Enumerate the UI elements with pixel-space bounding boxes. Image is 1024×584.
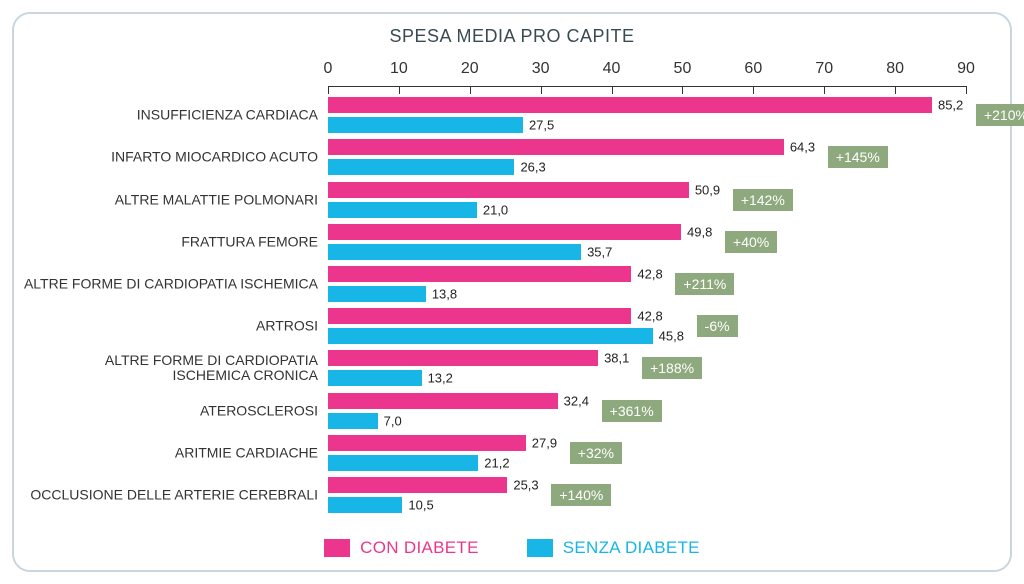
bar-senza-diabete (328, 202, 477, 218)
bar-senza-diabete (328, 117, 523, 133)
bar-senza-diabete (328, 328, 653, 344)
category-label: ALTRE FORME DI CARDIOPATIAISCHEMICA CRON… (18, 353, 318, 383)
x-tick (328, 86, 329, 94)
category-label: ALTRE FORME DI CARDIOPATIA ISCHEMICA (18, 276, 318, 291)
x-tick-label: 40 (603, 60, 621, 78)
bar-con-diabete (328, 350, 598, 366)
value-label-con: 49,8 (687, 224, 712, 239)
value-label-senza: 35,7 (587, 244, 612, 259)
x-tick (824, 86, 825, 94)
percent-difference-box: +211% (675, 273, 734, 295)
legend-label-con-diabete: CON DIABETE (360, 538, 479, 558)
percent-difference-box: +210% (976, 104, 1024, 126)
value-label-senza: 21,0 (483, 202, 508, 217)
percent-difference-box: +140% (551, 484, 611, 506)
value-label-con: 32,4 (564, 393, 589, 408)
x-tick-label: 0 (324, 60, 333, 78)
x-tick (612, 86, 613, 94)
value-label-con: 25,3 (513, 477, 538, 492)
value-label-senza: 10,5 (408, 497, 433, 512)
bar-con-diabete (328, 308, 631, 324)
x-tick-label: 10 (390, 60, 408, 78)
category-label: ARITMIE CARDIACHE (18, 445, 318, 460)
x-tick (682, 86, 683, 94)
percent-difference-box: +361% (602, 400, 662, 422)
legend-label-senza-diabete: SENZA DIABETE (563, 538, 700, 558)
bar-con-diabete (328, 393, 558, 409)
bar-senza-diabete (328, 455, 478, 471)
percent-difference-box: +142% (733, 189, 793, 211)
legend-swatch-con-diabete (324, 539, 350, 557)
legend-item-senza-diabete: SENZA DIABETE (527, 538, 700, 558)
value-label-senza: 27,5 (529, 118, 554, 133)
bar-senza-diabete (328, 370, 422, 386)
category-label: ARTROSI (18, 319, 318, 334)
x-tick-label: 90 (957, 60, 975, 78)
value-label-con: 42,8 (637, 266, 662, 281)
x-tick (470, 86, 471, 94)
category-label: OCCLUSIONE DELLE ARTERIE CEREBRALI (18, 487, 318, 502)
bar-con-diabete (328, 266, 631, 282)
value-label-senza: 13,8 (432, 286, 457, 301)
legend-swatch-senza-diabete (527, 539, 553, 557)
percent-difference-box: -6% (697, 315, 738, 337)
bar-con-diabete (328, 477, 507, 493)
value-label-senza: 7,0 (384, 413, 402, 428)
bar-con-diabete (328, 182, 689, 198)
category-label: INSUFFICIENZA CARDIACA (18, 108, 318, 123)
x-tick (895, 86, 896, 94)
bar-con-diabete (328, 224, 681, 240)
value-label-con: 85,2 (938, 98, 963, 113)
x-axis (328, 86, 966, 87)
x-tick-label: 70 (815, 60, 833, 78)
value-label-con: 38,1 (604, 351, 629, 366)
x-tick-label: 80 (886, 60, 904, 78)
x-tick-label: 20 (461, 60, 479, 78)
category-label: ATEROSCLEROSI (18, 403, 318, 418)
bar-con-diabete (328, 435, 526, 451)
legend: CON DIABETE SENZA DIABETE (14, 538, 1010, 558)
bar-con-diabete (328, 97, 932, 113)
value-label-senza: 26,3 (520, 160, 545, 175)
x-tick-label: 30 (532, 60, 550, 78)
value-label-senza: 21,2 (484, 455, 509, 470)
legend-item-con-diabete: CON DIABETE (324, 538, 479, 558)
category-label: FRATTURA FEMORE (18, 234, 318, 249)
value-label-con: 50,9 (695, 182, 720, 197)
x-tick (541, 86, 542, 94)
x-tick (966, 86, 967, 94)
percent-difference-box: +40% (725, 231, 777, 253)
x-tick (753, 86, 754, 94)
bar-con-diabete (328, 139, 784, 155)
x-tick (399, 86, 400, 94)
x-tick-label: 50 (674, 60, 692, 78)
bar-senza-diabete (328, 413, 378, 429)
percent-difference-box: +145% (828, 146, 888, 168)
bar-senza-diabete (328, 286, 426, 302)
chart-frame: SPESA MEDIA PRO CAPITE 01020304050607080… (12, 12, 1012, 572)
value-label-con: 64,3 (790, 140, 815, 155)
percent-difference-box: +188% (642, 357, 702, 379)
value-label-con: 42,8 (637, 309, 662, 324)
plot-area: 0102030405060708090INSUFFICIENZA CARDIAC… (328, 94, 966, 516)
bar-senza-diabete (328, 159, 514, 175)
value-label-senza: 13,2 (428, 371, 453, 386)
bar-senza-diabete (328, 244, 581, 260)
bar-senza-diabete (328, 497, 402, 513)
category-label: ALTRE MALATTIE POLMONARI (18, 192, 318, 207)
percent-difference-box: +32% (570, 442, 622, 464)
chart-title: SPESA MEDIA PRO CAPITE (14, 26, 1010, 47)
x-tick-label: 60 (744, 60, 762, 78)
value-label-senza: 45,8 (659, 329, 684, 344)
category-label: INFARTO MIOCARDICO ACUTO (18, 150, 318, 165)
value-label-con: 27,9 (532, 435, 557, 450)
